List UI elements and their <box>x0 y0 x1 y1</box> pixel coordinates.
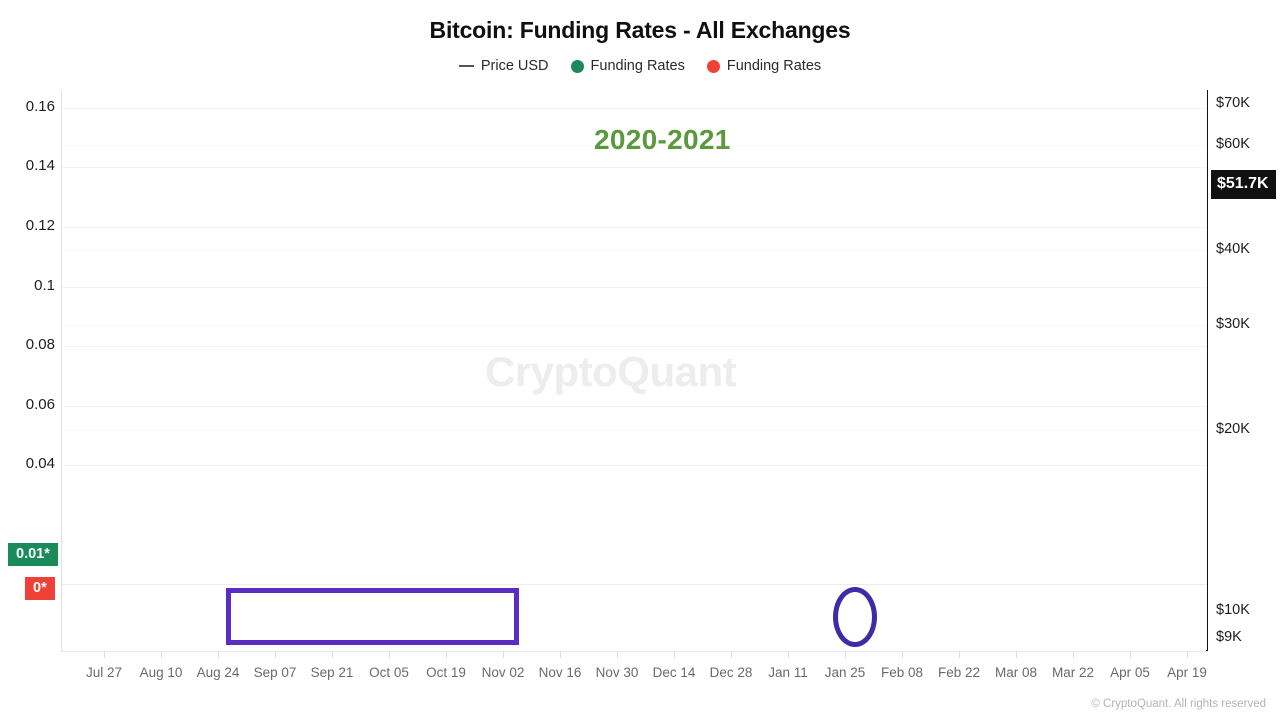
x-axis-tick-label: Feb 08 <box>880 665 924 680</box>
x-axis-tick-label: Oct 05 <box>369 665 409 680</box>
gridline-left-3 <box>62 286 1207 288</box>
x-axis-tick-mark <box>161 651 162 658</box>
y-axis-left-tick-label: 0.16 <box>25 97 55 115</box>
x-axis-tick-label: Aug 24 <box>196 665 240 680</box>
x-axis-tick-label: Dec 14 <box>652 665 696 680</box>
legend-item-1[interactable]: Funding Rates <box>570 58 685 74</box>
page-title: Bitcoin: Funding Rates - All Exchanges <box>429 17 851 43</box>
x-axis-tick-mark <box>959 651 960 658</box>
gridline-left-1 <box>62 167 1207 169</box>
legend-item-label: Funding Rates <box>590 58 685 74</box>
x-axis-tick-mark <box>1130 651 1131 658</box>
gridline-right-1 <box>62 250 1207 252</box>
x-axis-tick-label: Jan 25 <box>824 665 866 680</box>
x-axis-tick-label: Mar 22 <box>1051 665 1095 680</box>
x-axis-tick-mark <box>389 651 390 658</box>
line-marker-icon <box>458 65 474 67</box>
x-axis-tick-label: Apr 05 <box>1110 665 1150 680</box>
gridline-right-0 <box>62 144 1207 146</box>
legend-item-label: Funding Rates <box>726 58 822 74</box>
y-axis-right-tick-label: $30K <box>1216 315 1250 332</box>
x-axis-tick-mark <box>104 651 105 658</box>
plot-background <box>62 90 1207 650</box>
legend-item-2[interactable]: Funding Rates <box>706 58 822 74</box>
y-axis-left-tick-label: 0.12 <box>25 217 55 235</box>
x-axis-tick-mark <box>446 651 447 658</box>
gridline-left-0 <box>62 107 1207 109</box>
y-axis-right-tick-label: $40K <box>1216 241 1250 258</box>
y-axis-right-tick-label: $9K <box>1216 629 1242 646</box>
gridline-right-2 <box>62 324 1207 326</box>
x-axis-tick-mark <box>617 651 618 658</box>
y-axis-left-tick-label: 0.1 <box>34 276 55 294</box>
x-axis-tick-mark <box>1073 651 1074 658</box>
x-axis-tick-label: Oct 19 <box>426 665 466 680</box>
x-axis-tick-mark <box>503 651 504 658</box>
y-axis-left-tick-label: 0.06 <box>25 395 55 413</box>
dot-marker-icon <box>706 59 720 73</box>
dot-marker-icon <box>570 59 584 73</box>
copyright-notice: © CryptoQuant. All rights reserved <box>1091 698 1266 710</box>
annotation-rectangle <box>226 588 519 645</box>
y-axis-right-line <box>1206 90 1208 652</box>
x-axis-tick-label: Dec 28 <box>709 665 753 680</box>
x-axis-tick-label: Aug 10 <box>139 665 183 680</box>
x-axis-tick-mark <box>218 651 219 658</box>
plot-area <box>62 90 1207 650</box>
status-badge-funding-zero: 0* <box>25 576 55 600</box>
status-badge-current-price: $51.7K <box>1211 170 1276 200</box>
y-axis-right-tick-label: $20K <box>1216 421 1250 438</box>
x-axis-line <box>62 651 1208 652</box>
x-axis-tick-mark <box>560 651 561 658</box>
gridline-right-3 <box>62 430 1207 432</box>
x-axis-tick-label: Sep 07 <box>253 665 297 680</box>
gridline-left-2 <box>62 227 1207 229</box>
x-axis-tick-mark <box>332 651 333 658</box>
chart-legend: Price USD Funding Rates Funding Rates <box>0 58 1280 74</box>
x-axis-tick-mark <box>1016 651 1017 658</box>
y-axis-left-tick-label: 0.04 <box>25 455 55 473</box>
gridline-left-6 <box>62 465 1207 467</box>
annotation-year-label: 2020-2021 <box>594 124 731 155</box>
legend-item-0[interactable]: Price USD <box>458 58 549 74</box>
annotation-ellipse <box>833 587 877 647</box>
x-axis-tick-mark <box>902 651 903 658</box>
y-axis-right-tick-label: $10K <box>1216 601 1250 618</box>
x-axis-tick-label: Sep 21 <box>310 665 354 680</box>
watermark-logo: CryptoQuant <box>485 348 737 395</box>
x-axis-tick-label: Mar 08 <box>994 665 1038 680</box>
gridline-left-5 <box>62 405 1207 407</box>
y-axis-left-tick-label: 0.08 <box>25 336 55 354</box>
x-axis-tick-mark <box>788 651 789 658</box>
x-axis-tick-mark <box>275 651 276 658</box>
gridline-left-4 <box>62 346 1207 348</box>
y-axis-left-line <box>61 90 63 652</box>
status-badge-funding-positive: 0.01* <box>8 542 58 566</box>
x-axis-tick-label: Apr 19 <box>1167 665 1207 680</box>
x-axis-tick-label: Jul 27 <box>85 665 123 680</box>
x-axis-tick-mark <box>731 651 732 658</box>
legend-item-label: Price USD <box>480 58 549 74</box>
x-axis-tick-label: Nov 16 <box>538 665 582 680</box>
x-axis-tick-label: Nov 30 <box>595 665 639 680</box>
x-axis-tick-mark <box>674 651 675 658</box>
x-axis-tick-mark <box>845 651 846 658</box>
x-axis-tick-mark <box>1187 651 1188 658</box>
x-axis-tick-label: Nov 02 <box>481 665 525 680</box>
x-axis-tick-label: Feb 22 <box>937 665 981 680</box>
zero-baseline <box>62 584 1207 586</box>
y-axis-left-tick-label: 0.14 <box>25 157 55 175</box>
x-axis-tick-label: Jan 11 <box>768 665 808 680</box>
y-axis-right-tick-label: $60K <box>1216 135 1250 152</box>
y-axis-right-tick-label: $70K <box>1216 95 1250 112</box>
